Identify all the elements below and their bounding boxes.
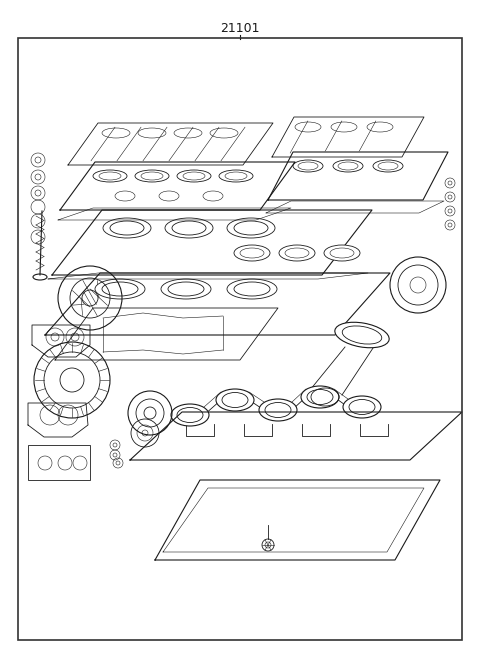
Ellipse shape — [301, 386, 339, 408]
Polygon shape — [272, 117, 424, 157]
Ellipse shape — [171, 404, 209, 426]
Ellipse shape — [234, 245, 270, 261]
Ellipse shape — [227, 218, 275, 238]
Ellipse shape — [161, 279, 211, 299]
Ellipse shape — [259, 399, 297, 421]
Ellipse shape — [165, 218, 213, 238]
Ellipse shape — [335, 322, 389, 348]
Ellipse shape — [279, 245, 315, 261]
Text: 21101: 21101 — [220, 22, 260, 35]
Polygon shape — [60, 162, 295, 210]
Polygon shape — [55, 308, 278, 360]
Polygon shape — [68, 123, 273, 165]
Polygon shape — [130, 412, 462, 460]
Polygon shape — [52, 210, 372, 275]
Polygon shape — [45, 273, 390, 335]
Ellipse shape — [103, 218, 151, 238]
Bar — [28, 445, 90, 480]
Polygon shape — [155, 480, 440, 560]
Ellipse shape — [227, 279, 277, 299]
Polygon shape — [268, 152, 448, 200]
Ellipse shape — [343, 396, 381, 418]
Ellipse shape — [95, 279, 145, 299]
Ellipse shape — [324, 245, 360, 261]
Ellipse shape — [216, 389, 254, 411]
